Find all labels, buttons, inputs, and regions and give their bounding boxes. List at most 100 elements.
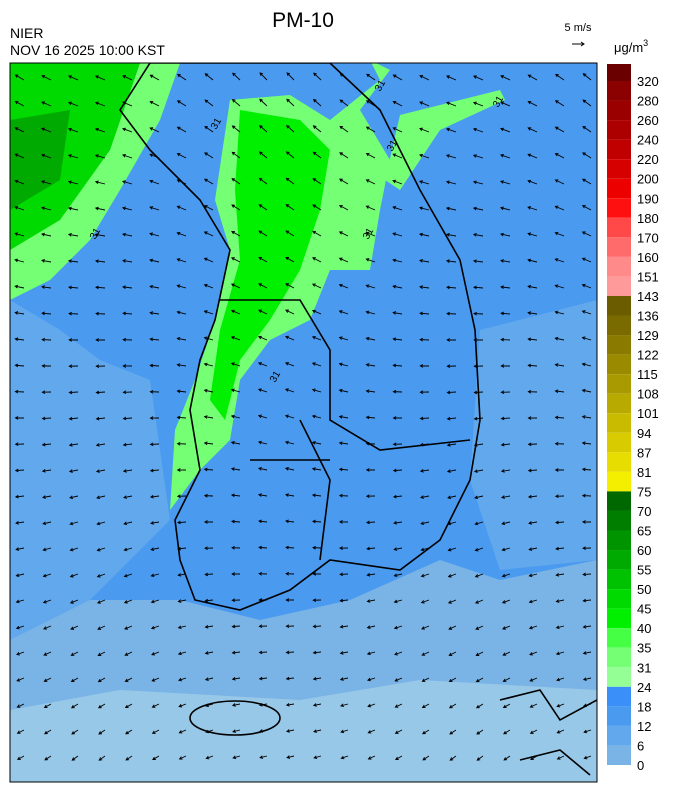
contour-label: 31 [373,78,388,94]
wind-arrow [392,153,403,159]
wind-arrow [204,677,214,681]
wind-arrow [176,231,187,237]
wind-arrow [422,729,430,735]
wind-arrow [420,495,430,499]
wind-arrow [311,414,322,419]
wind-arrow [581,310,592,315]
wind-arrow [392,337,403,342]
wind-arrow [421,651,430,656]
wind-arrow [178,677,187,682]
contour-label: 31 [88,226,103,242]
colorbar-label: 129 [637,328,659,343]
wind-arrow [473,311,484,316]
wind-arrow [556,703,565,708]
wind-arrow [338,231,349,237]
colorbar-bin [607,471,631,492]
wind-arrow [41,101,52,107]
wind-arrow [97,703,106,709]
wind-arrow [68,338,79,342]
wind-arrow [340,729,349,734]
wind-arrow [529,703,538,708]
wind-arrow [529,677,538,682]
wind-arrow [554,415,565,420]
wind-arrow [312,519,322,524]
wind-arrow [258,545,268,550]
wind-arrow [312,98,322,107]
colorbar-bin [607,686,631,707]
wind-arrow [365,179,376,185]
wind-arrow [178,729,187,734]
wind-arrow [419,390,430,395]
wind-arrow [338,441,349,445]
wind-arrow [554,441,565,446]
wind-arrow [204,572,214,577]
wind-arrow [554,363,565,367]
colorbar-label: 0 [637,758,644,773]
colorbar-label: 70 [637,504,651,519]
wind-arrow [420,573,430,578]
wind-arrow [14,232,25,237]
wind-arrow [230,309,241,315]
wind-arrow [285,598,295,602]
wind-arrow [284,493,295,497]
wind-arrow [258,125,268,133]
wind-arrow [340,703,349,708]
wind-arrow [97,625,106,630]
wind-arrow [555,625,565,630]
wind-arrow [41,337,52,342]
wind-arrow [285,230,295,237]
wind-arrow [149,74,160,81]
wind-arrow [339,178,349,185]
colorbar-bin [607,315,631,336]
wind-arrow [122,469,133,473]
wind-arrow [339,125,349,133]
wind-arrow [581,520,592,524]
wind-arrow [258,283,268,289]
wind-arrow [124,625,133,630]
wind-arrow [177,599,187,603]
wind-arrow [473,469,484,473]
wind-arrow [94,127,106,133]
wind-arrow [176,73,187,81]
wind-arrow [474,521,484,526]
wind-arrow [258,230,268,237]
wind-arrow [286,755,295,759]
wind-arrow [230,493,241,498]
wind-arrow [527,389,538,394]
wind-arrow [366,599,376,603]
wind-arrow [122,364,133,368]
field-green-core [210,110,330,420]
wind-arrow [176,284,187,289]
wind-arrow [445,180,457,185]
wind-arrow [176,100,187,107]
colorbar-bin [607,256,631,277]
wind-arrow [527,337,538,342]
wind-arrow [41,442,52,447]
wind-arrow [311,309,322,315]
wind-arrow [446,390,457,395]
wind-arrow [527,179,538,185]
wind-arrow [149,337,160,342]
wind-arrow [472,233,484,237]
colorbar-bin [607,530,631,551]
wind-arrow [204,651,214,655]
wind-arrow [338,520,349,524]
wind-arrow [501,521,511,526]
wind-arrow [339,572,349,577]
wind-arrow [501,599,511,604]
wind-arrow [554,336,565,341]
wind-arrow [445,127,457,133]
wind-arrow [258,624,268,629]
wind-arrow [151,677,160,682]
wind-arrow [230,283,241,289]
wind-arrow [473,75,484,81]
wind-arrow [68,443,79,447]
wind-arrow [231,703,241,707]
wind-arrow [500,101,511,107]
wind-arrow [231,230,241,237]
colorbar-label: 24 [637,680,651,695]
wind-arrow [203,283,214,289]
wind-arrow [472,259,484,263]
wind-arrow [500,311,511,316]
colorbar-label: 6 [637,738,644,753]
